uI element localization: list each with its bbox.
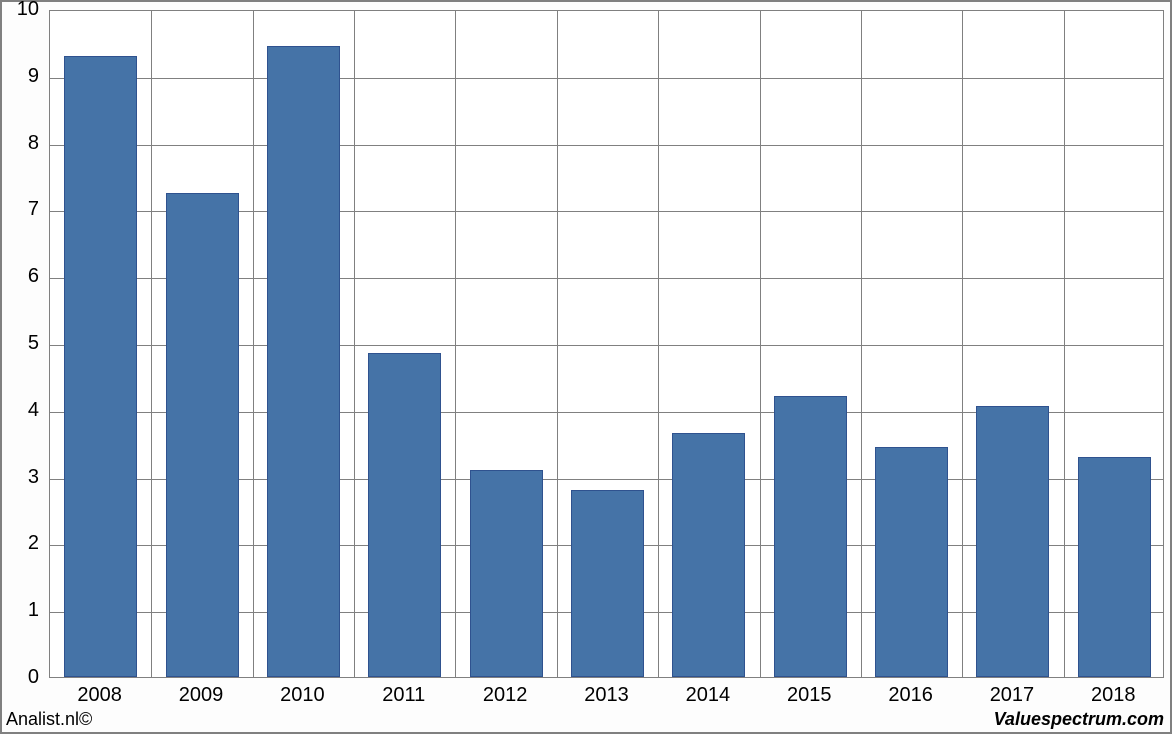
bar xyxy=(1078,457,1151,677)
chart-frame: 012345678910 200820092010201120122013201… xyxy=(0,0,1172,734)
y-tick-label: 5 xyxy=(2,332,39,355)
x-tick-label: 2014 xyxy=(657,684,758,707)
x-tick-label: 2011 xyxy=(353,684,454,707)
bar xyxy=(64,56,137,677)
gridline-vertical xyxy=(455,11,456,677)
gridline-vertical xyxy=(962,11,963,677)
bar xyxy=(875,447,948,677)
y-tick-label: 7 xyxy=(2,198,39,221)
footer-right-text: Valuespectrum.com xyxy=(994,709,1164,730)
bar xyxy=(368,353,441,677)
gridline-vertical xyxy=(354,11,355,677)
gridline-horizontal xyxy=(50,145,1163,146)
y-tick-label: 4 xyxy=(2,399,39,422)
gridline-vertical xyxy=(1064,11,1065,677)
y-tick-label: 3 xyxy=(2,466,39,489)
bar xyxy=(267,46,340,677)
gridline-vertical xyxy=(557,11,558,677)
gridline-vertical xyxy=(658,11,659,677)
bar xyxy=(470,470,543,677)
x-tick-label: 2010 xyxy=(252,684,353,707)
bar xyxy=(976,406,1049,677)
gridline-vertical xyxy=(760,11,761,677)
x-tick-label: 2016 xyxy=(860,684,961,707)
y-tick-label: 0 xyxy=(2,666,39,689)
gridline-vertical xyxy=(253,11,254,677)
bar xyxy=(571,490,644,677)
y-tick-label: 1 xyxy=(2,599,39,622)
y-tick-label: 2 xyxy=(2,532,39,555)
x-tick-label: 2009 xyxy=(150,684,251,707)
gridline-vertical xyxy=(151,11,152,677)
gridline-vertical xyxy=(861,11,862,677)
bar xyxy=(166,193,239,677)
x-tick-label: 2008 xyxy=(49,684,150,707)
x-tick-label: 2015 xyxy=(759,684,860,707)
x-tick-label: 2018 xyxy=(1063,684,1164,707)
y-tick-label: 9 xyxy=(2,65,39,88)
x-tick-label: 2012 xyxy=(454,684,555,707)
gridline-horizontal xyxy=(50,78,1163,79)
bar xyxy=(672,433,745,677)
x-tick-label: 2017 xyxy=(961,684,1062,707)
y-tick-label: 6 xyxy=(2,265,39,288)
footer-left-text: Analist.nl© xyxy=(6,709,92,730)
plot-area xyxy=(49,10,1164,678)
x-tick-label: 2013 xyxy=(556,684,657,707)
bar xyxy=(774,396,847,677)
y-tick-label: 10 xyxy=(2,0,39,21)
y-tick-label: 8 xyxy=(2,132,39,155)
